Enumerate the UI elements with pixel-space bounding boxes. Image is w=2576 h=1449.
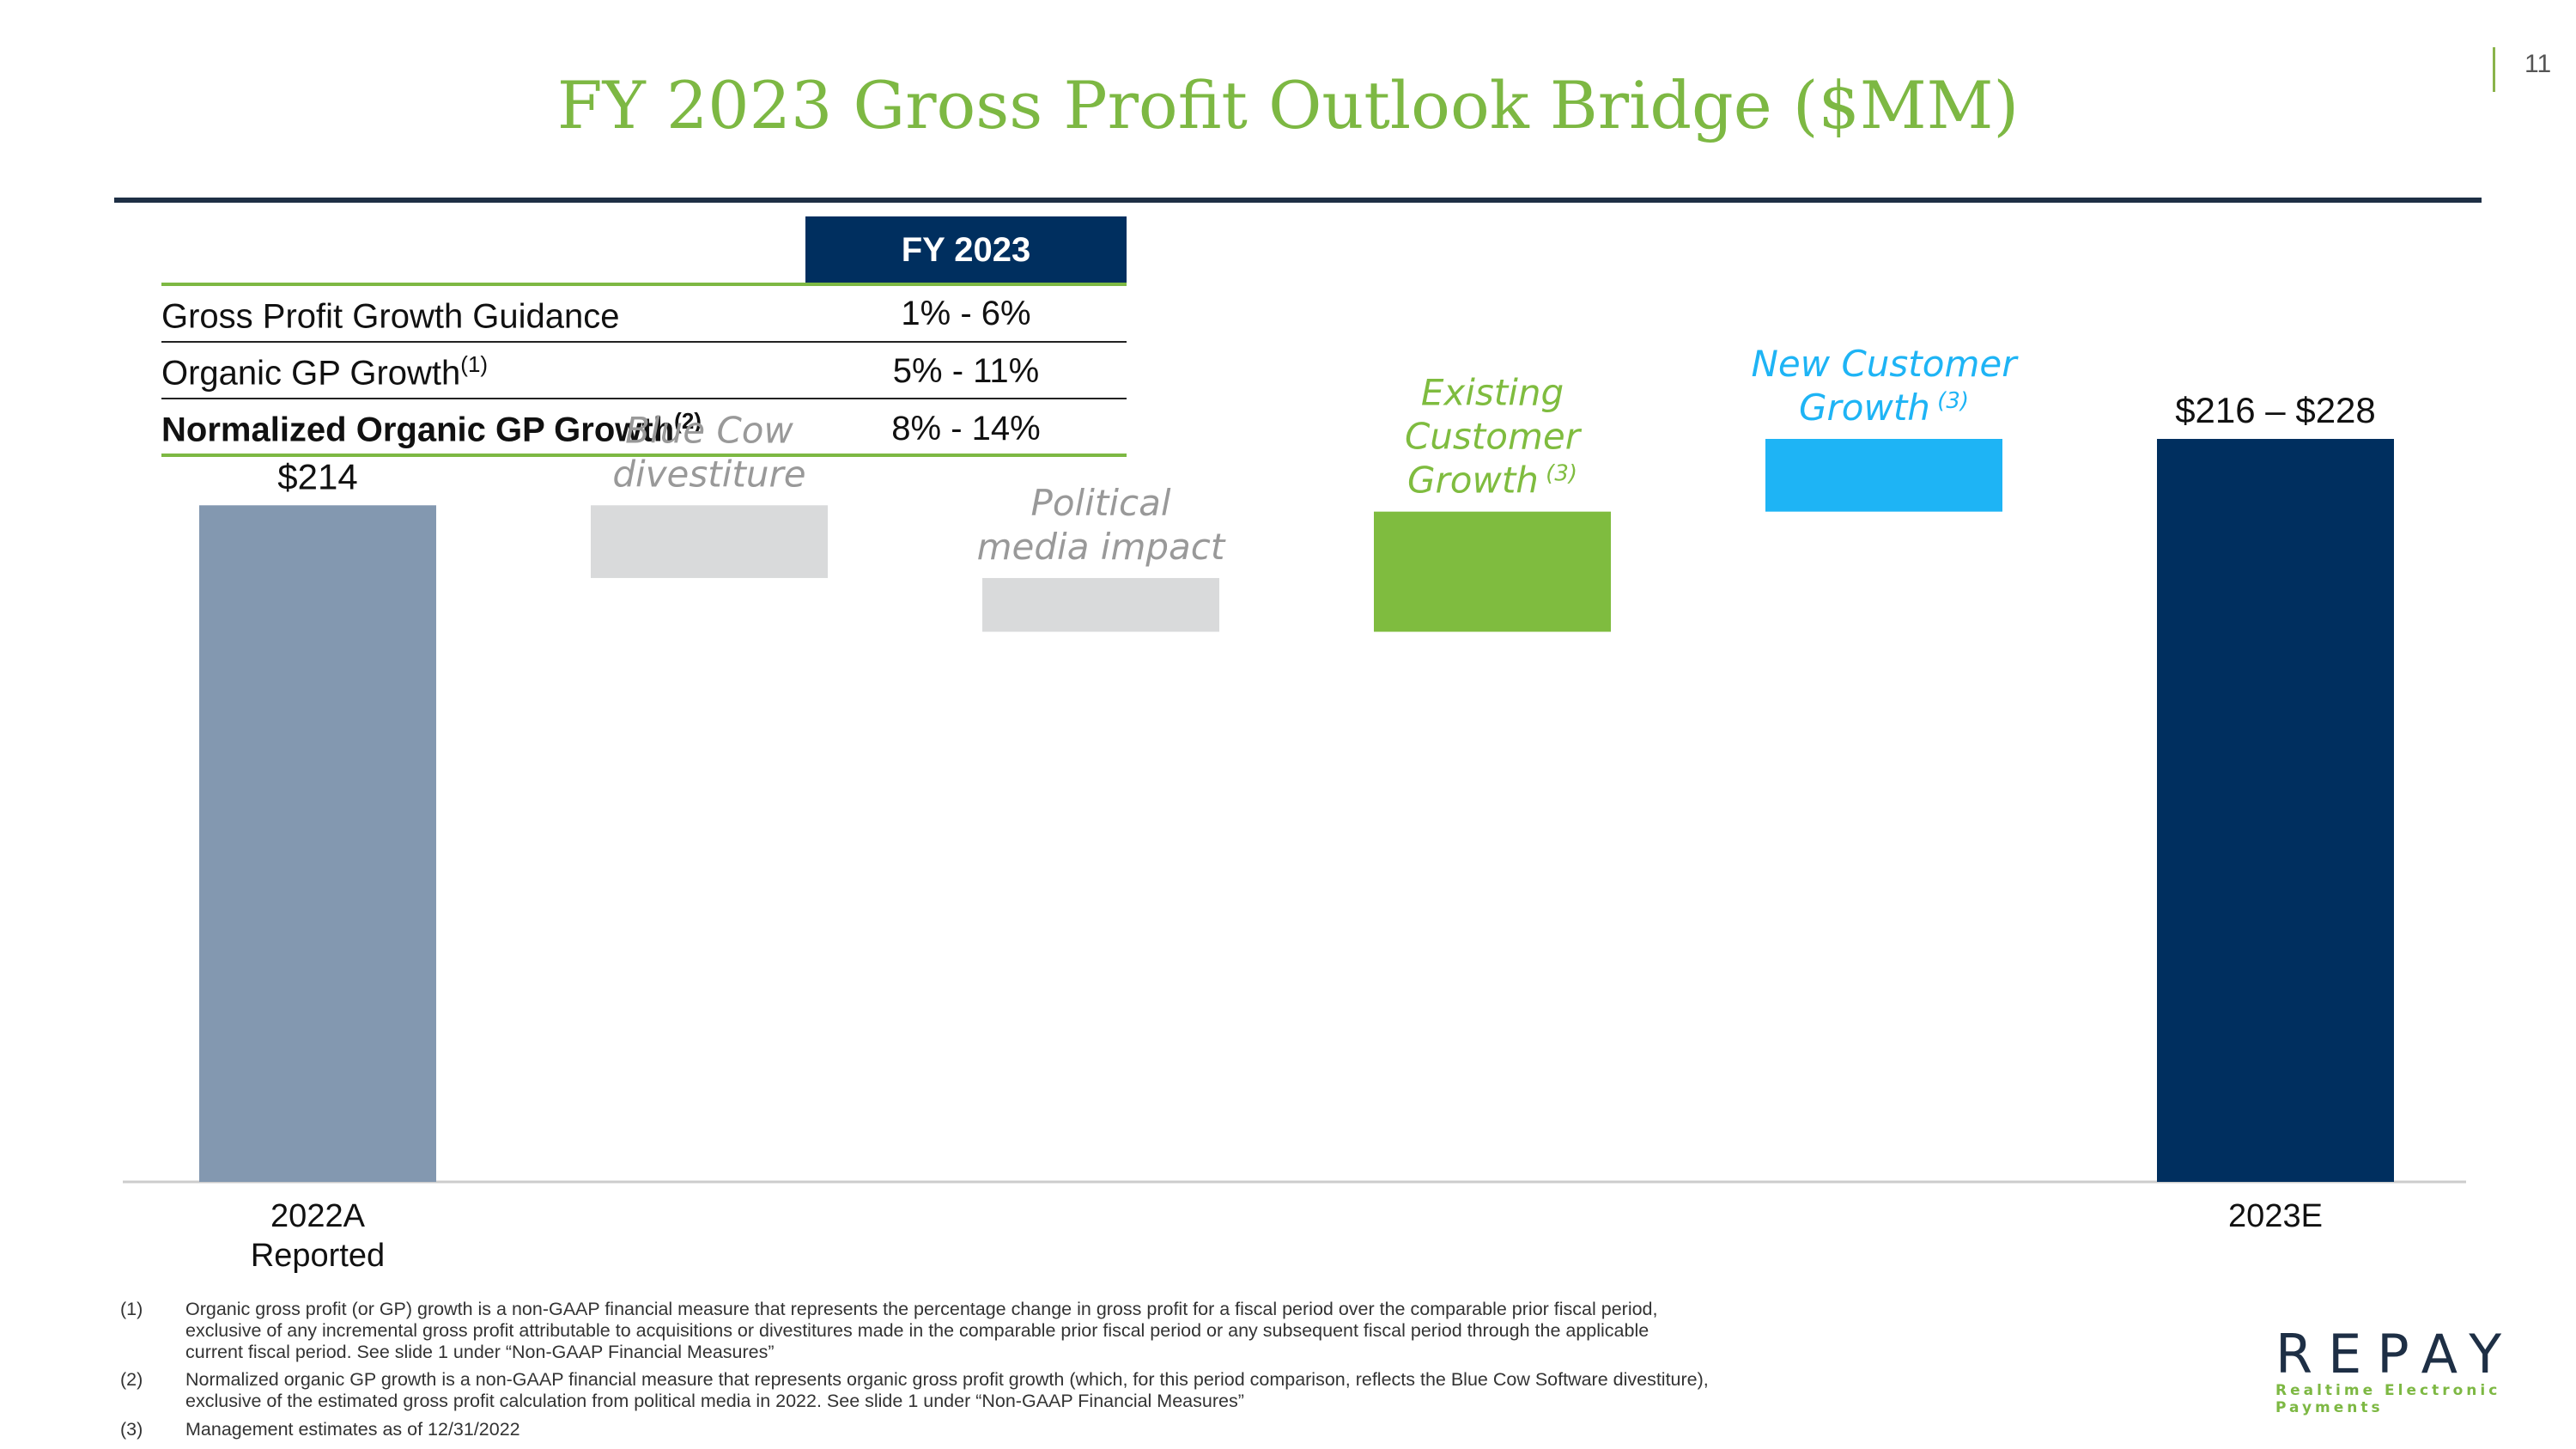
bar-1: [199, 505, 436, 1182]
bar-label-3: media impact: [977, 526, 1226, 568]
table-header: FY 2023: [901, 231, 1031, 269]
page-number-divider: [2493, 47, 2495, 92]
logo-tagline: Realtime Electronic Payments: [2275, 1382, 2501, 1416]
logo-wordmark: REPAY: [2275, 1323, 2518, 1385]
slide-title: FY 2023 Gross Profit Outlook Bridge ($MM…: [556, 67, 2020, 143]
bar-label-4: Existing: [1421, 372, 1564, 414]
bar-label-4: Customer: [1405, 416, 1583, 458]
table-row-divider: [161, 398, 1127, 399]
bar-4: [1374, 511, 1611, 632]
category-label-1: 2022A: [270, 1198, 366, 1234]
page-number: 11: [2524, 50, 2552, 78]
table-row-divider: [161, 341, 1127, 343]
bar-label-5: New Customer: [1752, 343, 2020, 385]
bar-label-5: Growth (3): [1799, 387, 1969, 429]
bar-label-3: Political: [1031, 482, 1171, 524]
table-row-value-guidance: 1% - 6%: [901, 295, 1031, 332]
category-label-6: 2023E: [2228, 1198, 2323, 1234]
table-row-value-normalized: 8% - 14%: [891, 410, 1041, 447]
table-header-background: [805, 216, 1127, 283]
bar-5: [1765, 439, 2002, 512]
table-header-rule: [161, 283, 1127, 286]
bar-label-4: Growth (3): [1407, 460, 1577, 502]
repay-logo: REPAY Realtime Electronic Payments: [2275, 1323, 2576, 1416]
bar-6: [2157, 439, 2394, 1182]
table-row-label-organic: Organic GP Growth(1): [161, 351, 489, 393]
bar-value-label-6: $216 – $228: [2175, 390, 2376, 430]
bar-2: [591, 505, 828, 578]
title-divider: [114, 198, 2482, 203]
table-bottom-rule: [161, 454, 1127, 457]
bar-label-2: divestiture: [612, 453, 805, 495]
table-row-label-guidance: Gross Profit Growth Guidance: [161, 297, 620, 336]
category-label-1: Reported: [251, 1238, 385, 1274]
bar-3: [982, 577, 1219, 632]
table-row-label-normalized: Normalized Organic GP Growth(2): [161, 408, 702, 449]
bar-value-label-1: $214: [277, 456, 357, 496]
bar-label-2: Blue Cow: [625, 409, 793, 451]
table-row-value-organic: 5% - 11%: [892, 352, 1040, 390]
